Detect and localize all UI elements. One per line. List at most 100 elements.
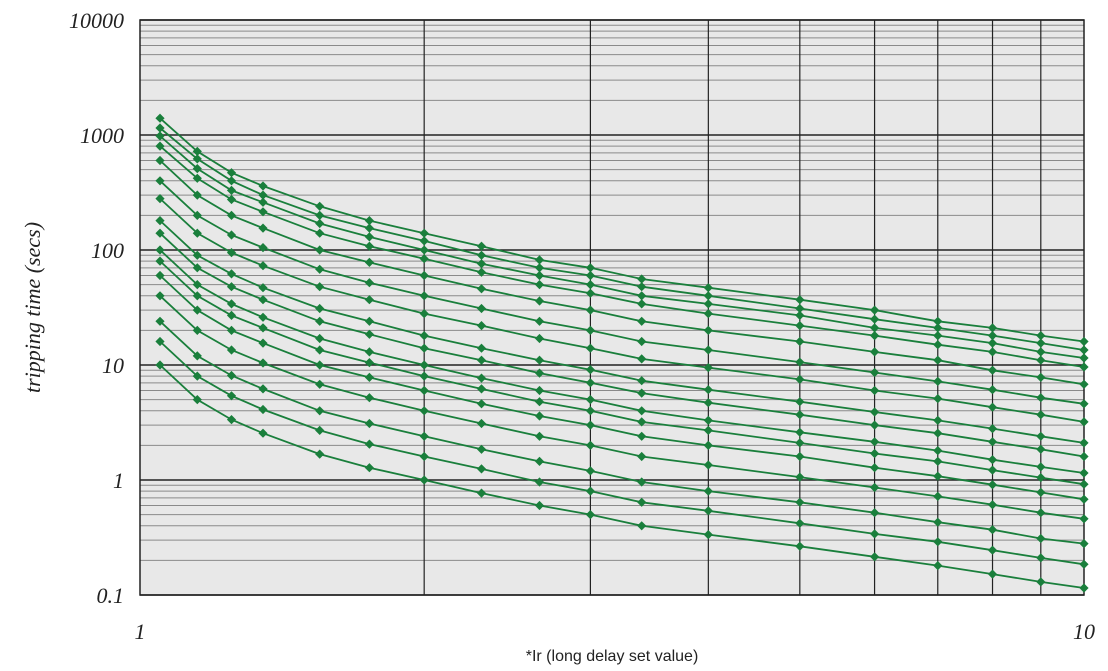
data-point	[795, 518, 805, 528]
series-line	[159, 260, 1085, 486]
data-point	[585, 486, 595, 496]
data-point	[637, 451, 647, 462]
data-point	[795, 541, 805, 551]
data-point	[419, 451, 429, 462]
data-point	[419, 360, 429, 370]
data-point	[870, 367, 880, 378]
series-3	[155, 131, 1089, 363]
data-point	[795, 336, 805, 347]
data-point	[192, 325, 202, 335]
data-point	[1036, 462, 1046, 472]
series-11	[155, 256, 1089, 489]
data-point	[1079, 539, 1089, 549]
data-point	[258, 181, 268, 191]
data-point	[933, 446, 943, 456]
data-point	[637, 354, 647, 364]
data-point	[1079, 479, 1089, 489]
data-point	[795, 303, 805, 314]
data-point	[315, 360, 325, 370]
data-point	[364, 232, 374, 242]
data-point	[476, 373, 487, 383]
data-point	[192, 228, 202, 238]
data-point	[534, 316, 545, 326]
data-point	[1036, 487, 1046, 497]
data-point	[226, 391, 237, 401]
data-point	[703, 345, 713, 355]
data-point	[1079, 379, 1089, 389]
data-point	[364, 439, 374, 449]
data-point	[419, 343, 429, 353]
series-9	[155, 228, 1089, 462]
data-point	[637, 497, 647, 507]
data-point	[315, 245, 325, 255]
data-point	[585, 466, 595, 476]
data-point	[585, 378, 595, 388]
data-point	[258, 312, 268, 322]
data-point	[585, 395, 595, 405]
data-point	[155, 216, 165, 226]
data-point	[1079, 494, 1089, 504]
y-tick-labels: 10000 1000 100 10 1 0.1	[69, 8, 124, 608]
data-point	[933, 428, 943, 438]
data-point	[703, 425, 713, 435]
y-tick-label: 1	[113, 468, 124, 493]
data-point	[585, 365, 595, 375]
data-point	[1079, 583, 1089, 593]
y-tick-label: 10000	[69, 8, 124, 33]
data-point	[364, 393, 374, 403]
data-point	[315, 282, 325, 292]
data-point	[155, 270, 165, 281]
series-14	[155, 316, 1089, 549]
series-line	[159, 180, 1085, 405]
data-point	[476, 259, 487, 269]
data-point	[933, 316, 943, 326]
data-point	[795, 397, 805, 407]
data-point	[987, 365, 998, 375]
series-2	[155, 123, 1089, 355]
data-point	[637, 291, 647, 301]
data-point	[870, 482, 880, 493]
data-point	[476, 321, 487, 331]
data-point	[1036, 372, 1046, 382]
series-line	[159, 219, 1085, 444]
series-line	[159, 340, 1085, 566]
data-point	[1079, 399, 1089, 409]
data-point	[585, 343, 595, 353]
series-1	[155, 113, 1089, 347]
data-point	[870, 407, 880, 417]
data-point	[585, 270, 595, 281]
plot-frame	[139, 19, 1085, 596]
data-point	[419, 291, 429, 301]
x-tick-labels: 1 10	[135, 619, 1096, 644]
data-point	[987, 569, 998, 579]
data-point	[364, 418, 374, 429]
data-point	[637, 376, 647, 386]
series-line	[159, 159, 1085, 386]
data-point	[987, 424, 998, 434]
data-point	[315, 303, 325, 314]
data-point	[155, 113, 165, 123]
data-point	[155, 176, 165, 186]
data-point	[987, 437, 998, 447]
series-6	[155, 176, 1089, 409]
data-point	[192, 190, 202, 200]
data-point	[226, 345, 237, 355]
data-point	[1079, 451, 1089, 462]
data-point	[703, 299, 713, 309]
x-tick-label: 10	[1073, 619, 1095, 644]
data-point	[364, 295, 374, 305]
data-point	[534, 431, 545, 441]
data-point	[419, 475, 429, 485]
data-point	[870, 437, 880, 447]
data-point	[476, 488, 487, 498]
series-8	[155, 216, 1089, 448]
data-point	[419, 228, 429, 238]
data-point	[226, 176, 237, 186]
data-point	[933, 394, 943, 404]
data-point	[703, 385, 713, 395]
data-point	[1079, 336, 1089, 347]
data-point	[192, 395, 202, 405]
data-point	[703, 283, 713, 293]
data-point	[870, 331, 880, 341]
data-point	[476, 284, 487, 294]
